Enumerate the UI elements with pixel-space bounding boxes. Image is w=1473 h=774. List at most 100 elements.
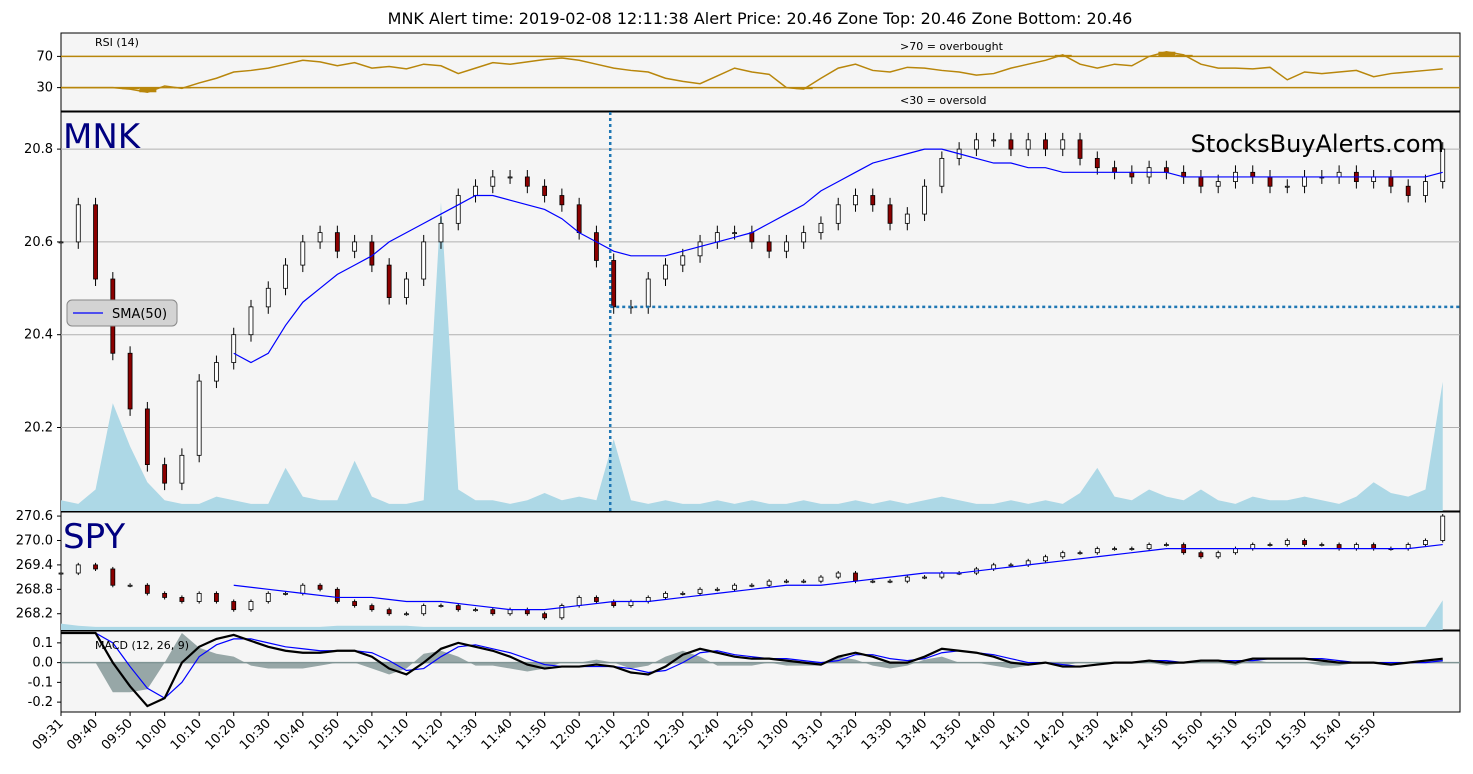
candle-body	[127, 352, 133, 410]
candle-body	[1008, 564, 1014, 567]
candle-body	[1112, 548, 1117, 551]
candle-body	[1284, 540, 1290, 545]
y-tick-label: 20.6	[24, 235, 53, 250]
candle-body	[490, 609, 496, 615]
candle-body	[732, 232, 737, 235]
symbol-label: MNK	[63, 117, 142, 157]
candle-body	[283, 264, 288, 289]
candle-body	[680, 255, 686, 266]
candle-body	[1043, 556, 1048, 562]
sma50-line	[233, 148, 1443, 364]
x-tick-label: 14:50	[1135, 716, 1172, 753]
x-tick-label: 15:10	[1204, 716, 1241, 753]
rsi-oversold-fill	[139, 87, 157, 93]
candle-body	[214, 362, 219, 382]
candle-body	[853, 195, 858, 206]
candle-body	[524, 609, 530, 615]
candle-body	[1250, 171, 1256, 178]
candle-body	[697, 588, 703, 594]
candle-body	[196, 380, 202, 456]
candle-body	[214, 592, 219, 602]
watermark: StocksBuyAlerts.com	[1191, 130, 1444, 158]
candle-body	[714, 588, 720, 591]
candle-body	[352, 241, 358, 252]
x-tick-label: 11:50	[513, 716, 550, 753]
x-tick-label: 14:10	[997, 716, 1034, 753]
x-tick-label: 14:30	[1066, 716, 1103, 753]
candle-body	[507, 609, 513, 615]
x-tick-label: 13:10	[790, 716, 827, 753]
candle-body	[835, 204, 841, 224]
candle-body	[93, 204, 98, 280]
rsi-line	[61, 50, 1443, 94]
x-tick-label: 10:40	[272, 716, 309, 753]
candle-body	[231, 334, 237, 363]
candle-body	[853, 572, 858, 582]
y-tick-label: 20.2	[24, 420, 53, 435]
candle-body	[1371, 544, 1377, 550]
x-tick-label: 12:40	[686, 716, 723, 753]
x-tick-label: 12:50	[721, 716, 758, 753]
x-tick-label: 10:30	[237, 716, 274, 753]
x-tick-label: 10:20	[202, 716, 239, 753]
candle-body	[1319, 544, 1325, 546]
macd-label: MACD (12, 26, 9)	[95, 639, 189, 652]
candle-body	[939, 572, 945, 578]
candle-body	[421, 605, 427, 615]
candle-body	[1008, 139, 1014, 150]
y-tick-label: 270.0	[16, 533, 53, 548]
symbol-label: SPY	[63, 517, 125, 557]
candle-body	[1423, 540, 1428, 545]
candle-body	[265, 287, 271, 308]
candle-body	[1388, 176, 1394, 187]
candle-body	[1043, 139, 1048, 150]
candle-body	[1250, 544, 1256, 550]
candle-body	[680, 592, 686, 595]
candle-body	[542, 185, 548, 196]
candle-body	[1025, 139, 1031, 150]
panel-mnk	[60, 111, 1461, 512]
candle-body	[1233, 548, 1238, 554]
candle-body	[1163, 544, 1169, 546]
candle-body	[559, 605, 565, 619]
candle-body	[386, 609, 392, 615]
candle-body	[611, 260, 617, 308]
x-tick-label: 14:20	[1031, 716, 1068, 753]
candle-body	[248, 306, 254, 336]
candle-body	[93, 564, 98, 570]
candle-body	[317, 584, 323, 590]
legend-box	[66, 299, 178, 327]
candle-body	[1112, 167, 1117, 173]
candle-body	[887, 580, 893, 583]
x-tick-label: 13:20	[824, 716, 861, 753]
candle-body	[231, 601, 237, 611]
rsi-oversold-note: <30 = oversold	[900, 94, 986, 107]
candle-body	[404, 613, 409, 616]
candle-body	[438, 222, 444, 243]
candle-body	[196, 592, 202, 602]
candle-body	[179, 454, 185, 484]
candle-body	[714, 232, 720, 243]
candle-body	[645, 278, 651, 308]
x-tick-label: 13:00	[755, 716, 792, 753]
candle-body	[524, 176, 530, 187]
x-tick-label: 12:30	[652, 716, 689, 753]
y-tick-label: -0.1	[28, 675, 53, 690]
y-tick-label: 20.8	[24, 142, 53, 157]
chart-title: MNK Alert time: 2019-02-08 12:11:38 Aler…	[388, 9, 1133, 28]
x-tick-label: 13:30	[859, 716, 896, 753]
y-tick-label: 269.4	[16, 558, 53, 573]
x-tick-label: 15:00	[1170, 716, 1207, 753]
x-tick-label: 12:20	[617, 716, 654, 753]
candle-body	[1215, 552, 1221, 558]
x-tick-label: 12:10	[582, 716, 619, 753]
x-tick-label: 09:40	[64, 716, 101, 753]
candle-body	[904, 576, 910, 582]
candle-body	[922, 576, 927, 579]
candle-body	[300, 584, 306, 594]
candle-body	[110, 568, 116, 586]
candle-body	[75, 204, 81, 243]
candle-body	[1336, 544, 1342, 550]
y-tick-label: 0.1	[32, 636, 53, 651]
